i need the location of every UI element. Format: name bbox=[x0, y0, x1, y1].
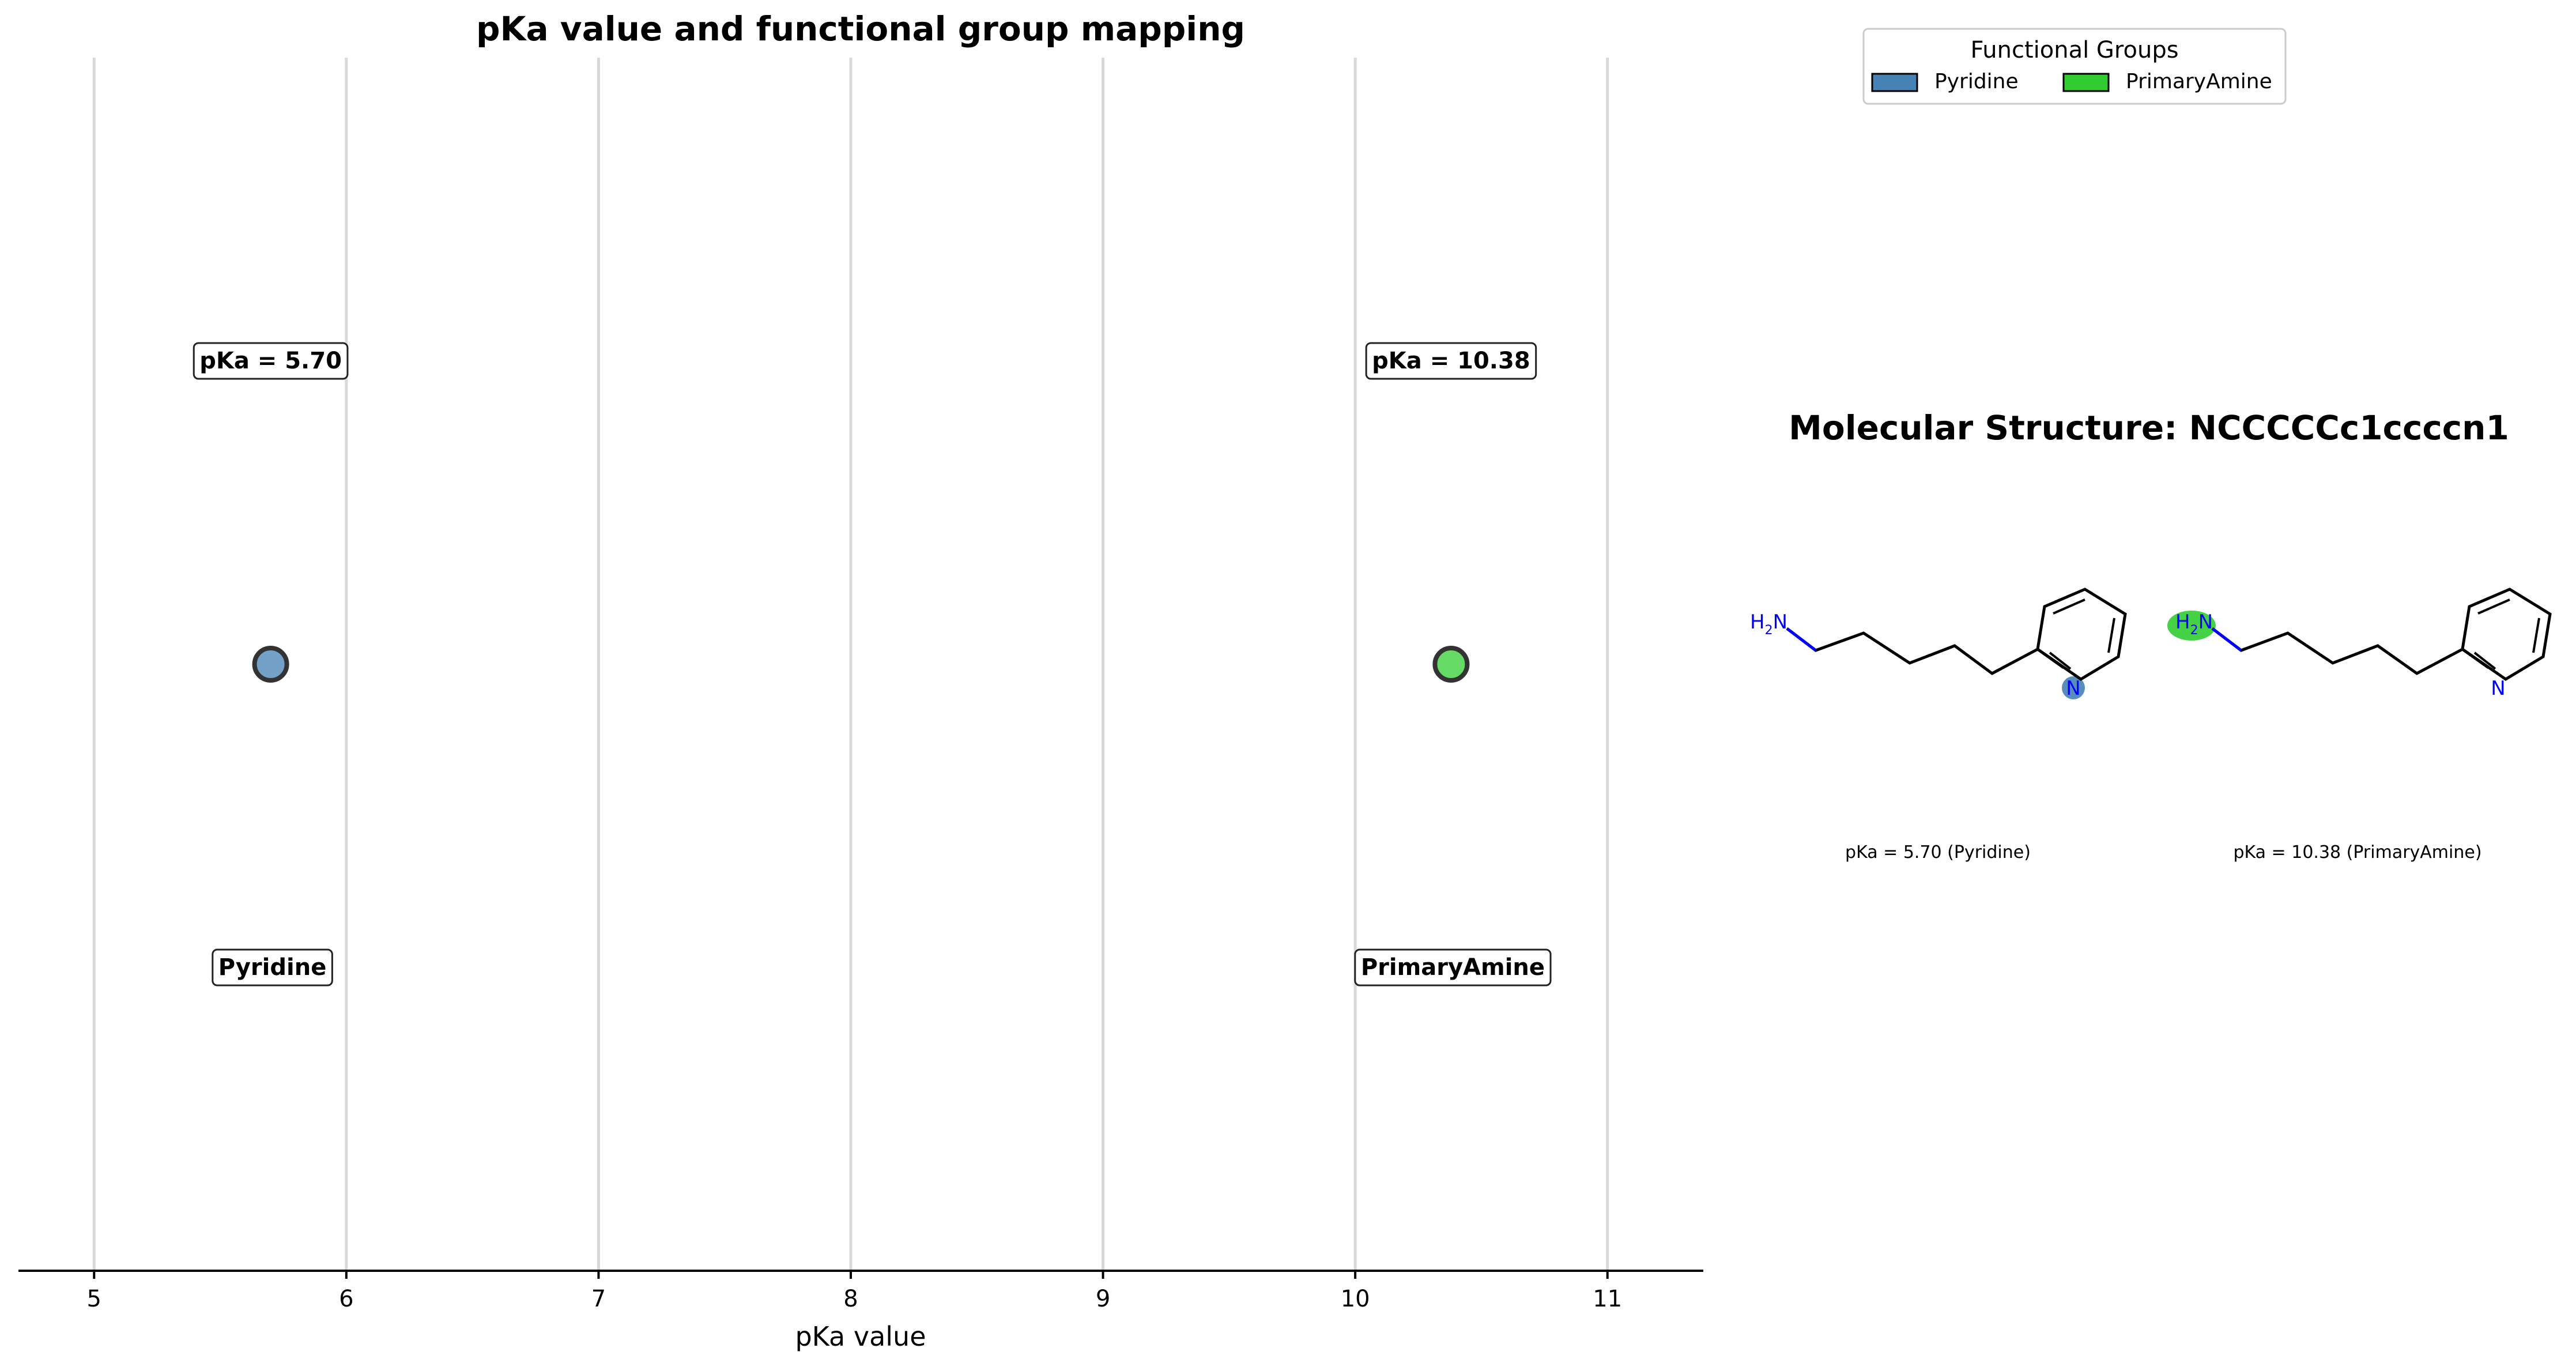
molecule-pyridine-highlight: H2N N bbox=[1750, 588, 2127, 700]
pka-label-box bbox=[1365, 342, 1537, 380]
group-label: PrimaryAmine bbox=[1361, 954, 1545, 981]
legend: Functional Groups Pyridine PrimaryAmine bbox=[1862, 28, 2287, 105]
pyridine-ring bbox=[2461, 588, 2552, 681]
ring-n-label: N bbox=[2066, 677, 2080, 700]
molecule-bonds bbox=[2211, 627, 2490, 675]
ring-double-bond bbox=[2532, 618, 2540, 653]
ring-n-label: N bbox=[2491, 677, 2505, 700]
x-tick-label: 6 bbox=[339, 1286, 353, 1312]
x-axis-ticks: 5 6 7 8 9 10 11 bbox=[87, 1271, 1622, 1312]
x-tick-label: 5 bbox=[87, 1286, 101, 1312]
x-tick-label: 10 bbox=[1341, 1286, 1370, 1312]
group-label-box bbox=[1354, 948, 1552, 987]
x-tick-label: 11 bbox=[1593, 1286, 1622, 1312]
group-label: Pyridine bbox=[218, 954, 327, 981]
structure-title: Molecular Structure: NCCCCCc1ccccn1 bbox=[1789, 408, 2509, 447]
data-point bbox=[1432, 646, 1470, 683]
legend-label-primaryamine: PrimaryAmine bbox=[2126, 70, 2272, 93]
legend-swatch-primaryamine bbox=[2062, 73, 2110, 92]
ring-double-bond bbox=[2049, 652, 2072, 670]
amine-highlight bbox=[2167, 611, 2216, 641]
legend-title: Functional Groups bbox=[1970, 37, 2178, 63]
data-point bbox=[252, 646, 289, 683]
pka-value-label: pKa = 10.38 bbox=[1372, 348, 1530, 374]
legend-label-pyridine: Pyridine bbox=[1934, 70, 2019, 93]
data-points: pKa = 5.70 Pyridine pKa = 10.38 PrimaryAmin… bbox=[193, 342, 1552, 987]
amine-label: H2N bbox=[1750, 611, 1787, 638]
ring-double-bond bbox=[2107, 618, 2115, 653]
structure-caption-pyridine: pKa = 5.70 (Pyridine) bbox=[1845, 842, 2031, 863]
chart-title: pKa value and functional group mapping bbox=[476, 9, 1245, 48]
ring-double-bond bbox=[2053, 598, 2085, 615]
grid-lines bbox=[92, 58, 1609, 1271]
molecule-amine-highlight: H2N N bbox=[2167, 588, 2552, 700]
bond bbox=[1786, 627, 1817, 652]
ring-double-bond bbox=[2477, 598, 2510, 615]
x-tick-label: 7 bbox=[591, 1286, 606, 1312]
bond bbox=[2211, 627, 2242, 652]
amine-label: H2N bbox=[2175, 611, 2213, 638]
ring-double-bond bbox=[2473, 652, 2496, 670]
pka-value-label: pKa = 5.70 bbox=[199, 348, 342, 374]
x-axis-label: pKa value bbox=[795, 1321, 926, 1352]
x-tick-label: 9 bbox=[1096, 1286, 1110, 1312]
molecule-bonds bbox=[1786, 627, 2065, 675]
legend-frame bbox=[1862, 28, 2287, 105]
legend-swatch-pyridine bbox=[1871, 73, 1918, 92]
pyridine-n-highlight bbox=[2062, 676, 2085, 699]
x-tick-label: 8 bbox=[843, 1286, 858, 1312]
structure-caption-primaryamine: pKa = 10.38 (PrimaryAmine) bbox=[2233, 842, 2481, 863]
pka-label-box bbox=[193, 342, 349, 380]
pyridine-ring bbox=[2036, 588, 2127, 681]
group-label-box bbox=[212, 948, 333, 987]
